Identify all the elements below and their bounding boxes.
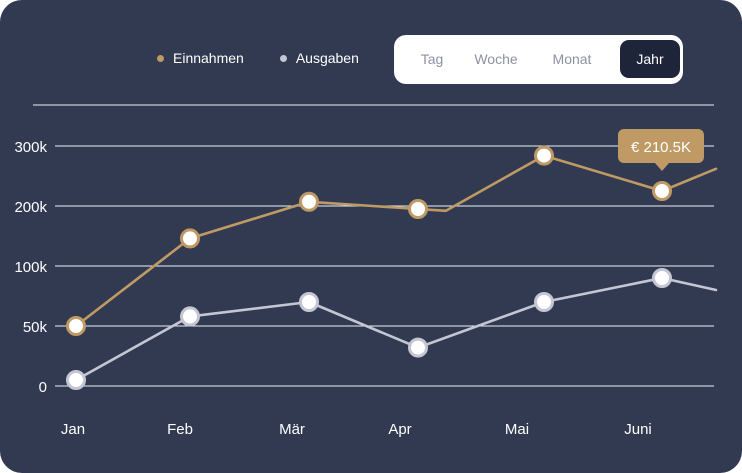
y-tick-label: 50k [23, 319, 48, 336]
data-point [66, 370, 86, 390]
tooltip-box [618, 129, 704, 163]
data-point [299, 191, 319, 212]
data-point [652, 181, 672, 201]
data-point [180, 228, 200, 249]
legend-label: Ausgaben [295, 50, 359, 66]
tab-tag[interactable]: Tag [420, 51, 444, 67]
tab-monat[interactable]: Monat [552, 51, 592, 67]
x-tick-label: Mär [279, 421, 305, 438]
data-point [408, 199, 428, 219]
period-selector: Tag Woche Monat Jahr [394, 35, 683, 84]
data-point [408, 337, 428, 358]
y-tick-label: 200k [14, 199, 47, 216]
legend-dot-einnahmen [157, 54, 164, 62]
series-line-einnahmen [74, 154, 718, 328]
x-tick-label: Feb [167, 421, 193, 438]
y-tick-label: 0 [39, 379, 47, 396]
tooltip-label: € 210.5K [631, 139, 691, 156]
tab-woche[interactable]: Woche [474, 51, 518, 67]
x-tick-label: Jan [61, 421, 85, 438]
legend: Einnahmen Ausgaben [157, 50, 359, 66]
legend-item-einnahmen[interactable]: Einnahmen [157, 50, 244, 66]
data-point [652, 268, 672, 288]
legend-item-ausgaben[interactable]: Ausgaben [279, 50, 359, 66]
data-point [534, 145, 554, 166]
y-tick-label: 100k [14, 259, 47, 276]
legend-label: Einnahmen [173, 50, 244, 66]
series-line-ausgaben [74, 276, 718, 382]
data-point [66, 316, 86, 336]
tooltip-pointer [655, 163, 669, 171]
data-point [534, 292, 554, 312]
x-tick-label: Apr [388, 421, 411, 438]
y-tick-label: 300k [14, 139, 47, 156]
x-tick-label: Juni [624, 421, 652, 438]
data-point [180, 306, 200, 327]
x-tick-label: Mai [505, 421, 529, 438]
data-point [299, 292, 319, 312]
legend-dot-ausgaben [279, 54, 287, 62]
tab-jahr[interactable]: Jahr [620, 40, 680, 78]
